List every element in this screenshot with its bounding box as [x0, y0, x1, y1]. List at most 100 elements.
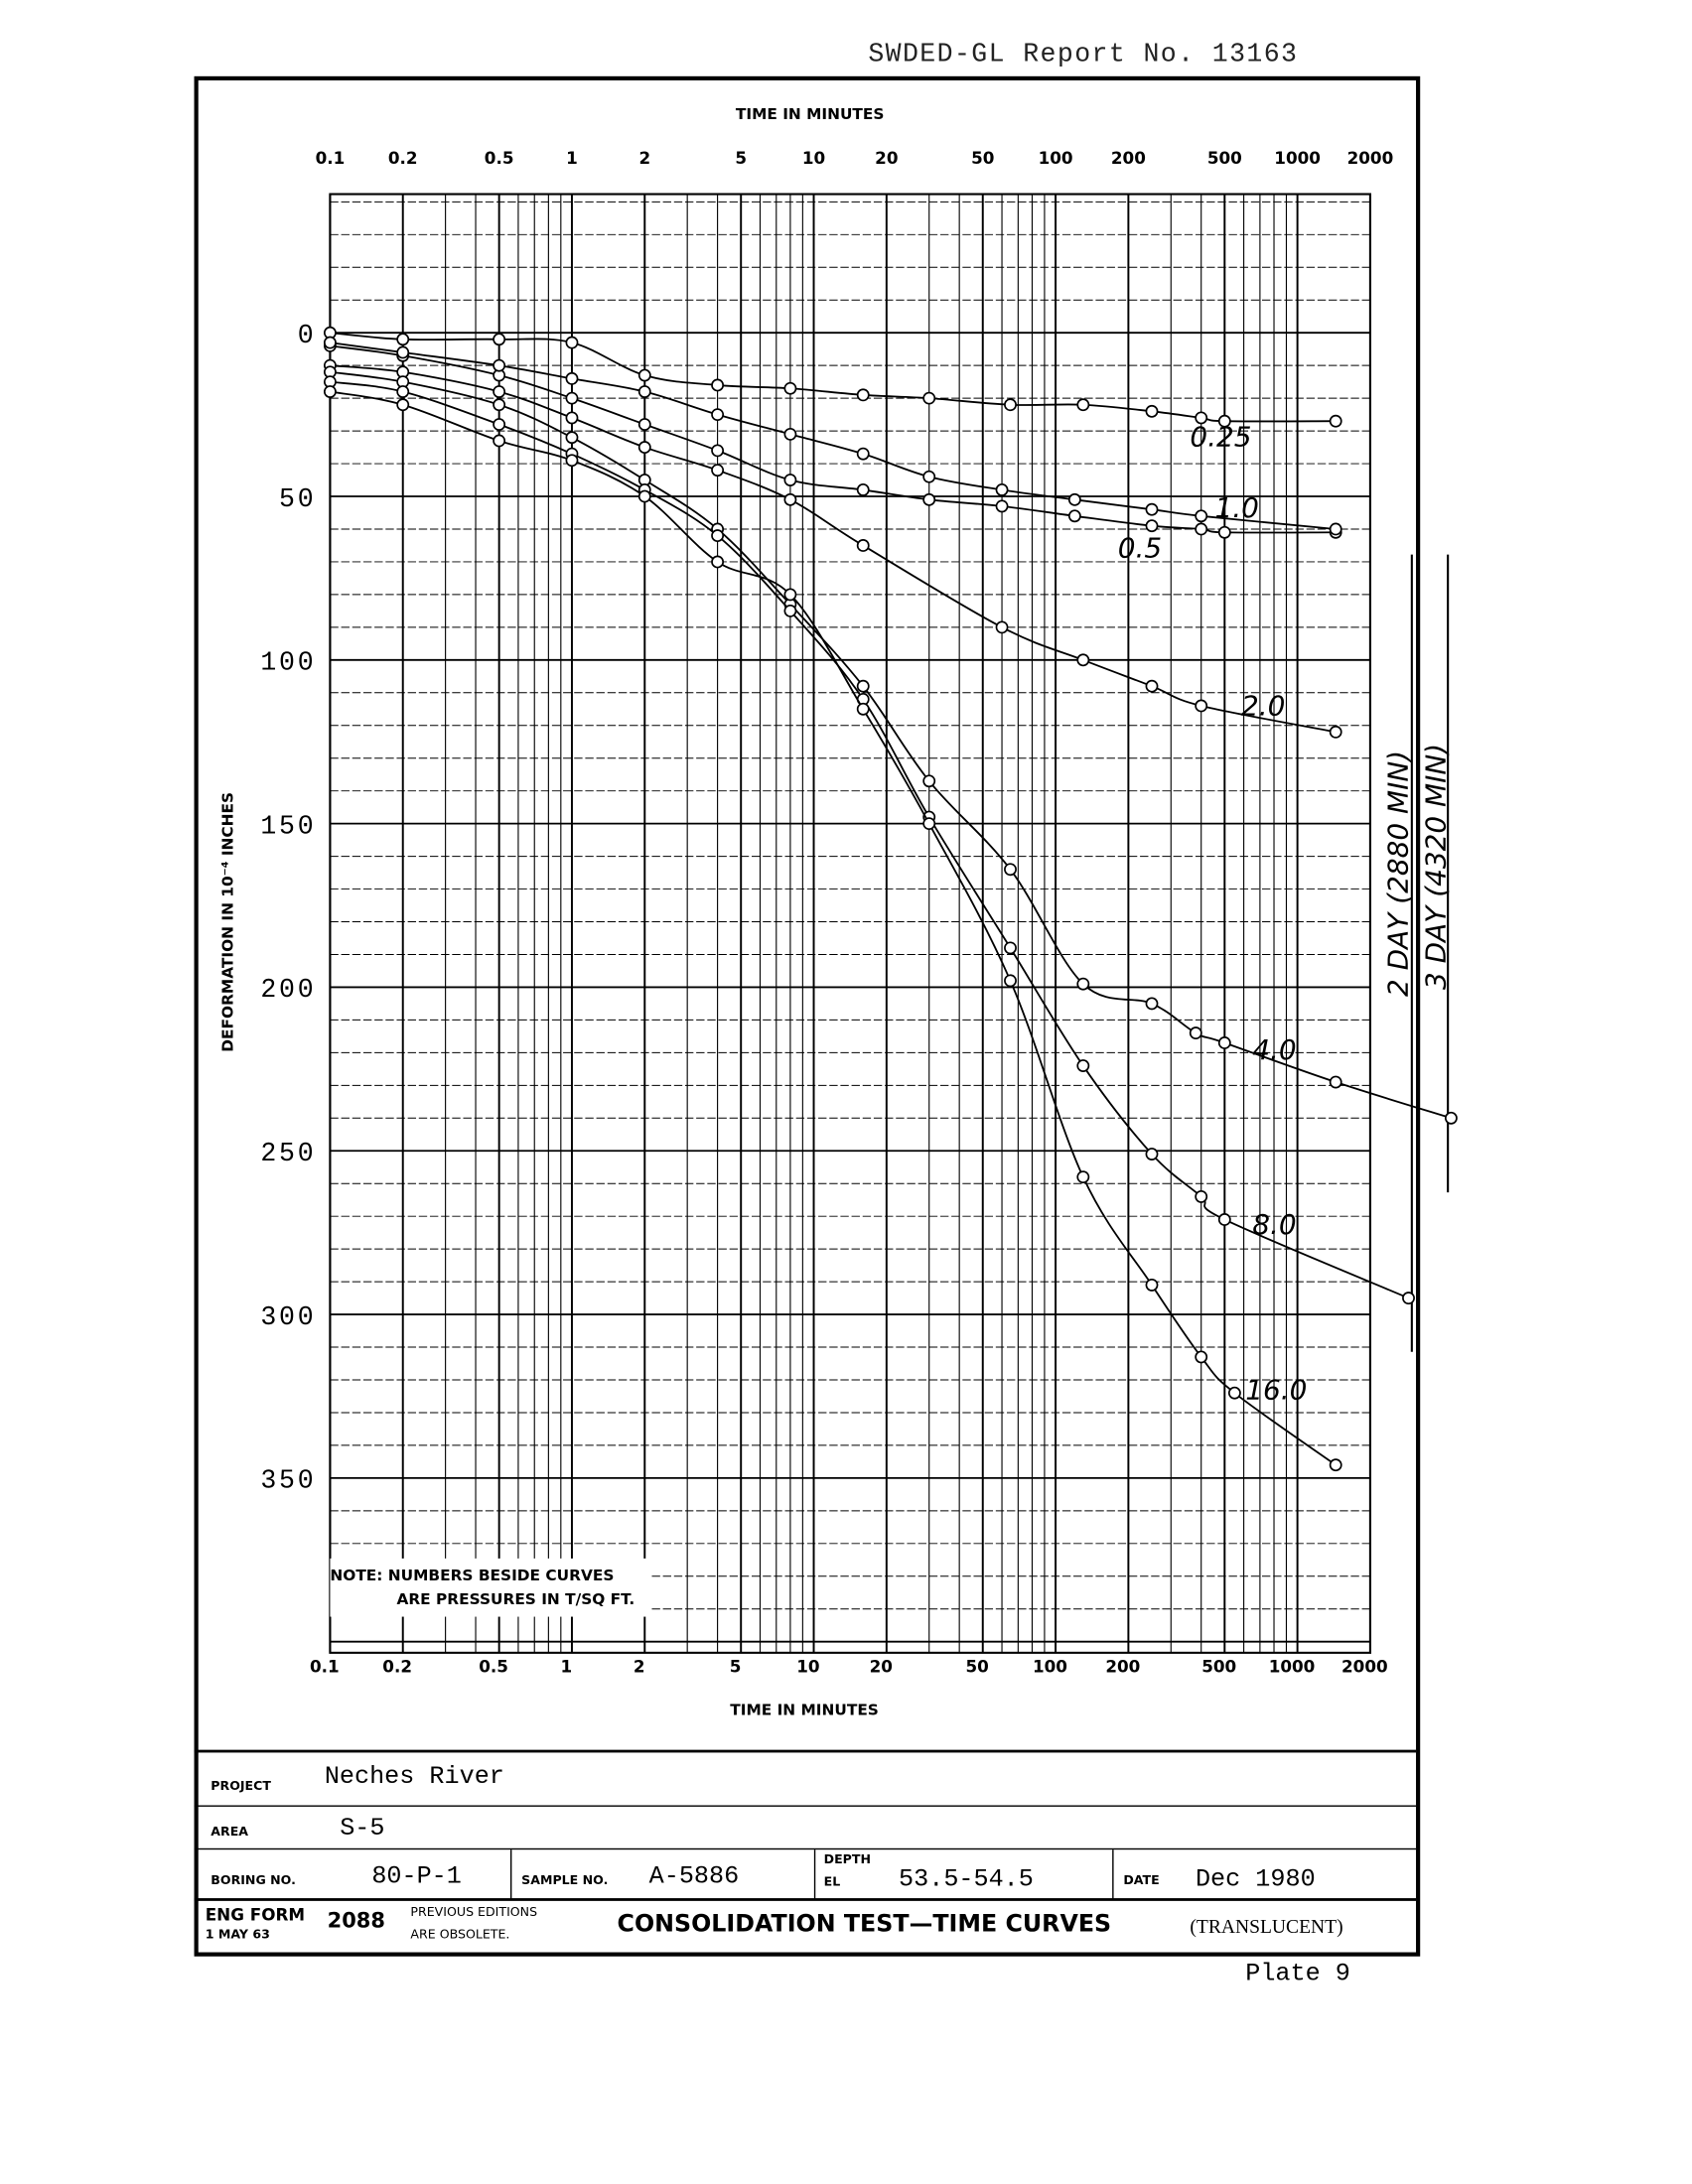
form-date: 1 MAY 63 [205, 1928, 270, 1943]
data-point-1.0 [323, 336, 337, 349]
area-value: S-5 [340, 1815, 385, 1843]
data-point-4.0 [922, 774, 936, 788]
x-tick-label-top: 1 [566, 148, 578, 168]
curve-label-16.0: 16.0 [1245, 1373, 1307, 1406]
data-point-0.25 [1195, 411, 1208, 425]
data-point-2.0 [637, 441, 651, 455]
data-point-8.0 [711, 529, 725, 542]
three-day-annotation: 3 DAY (4320 MIN) [1419, 744, 1452, 990]
y-tick-label: 0 [298, 321, 317, 350]
curve-label-4.0: 4.0 [1252, 1033, 1296, 1066]
data-point-4.0 [1145, 997, 1159, 1011]
el-label: EL [823, 1875, 841, 1890]
data-point-1.0 [1145, 502, 1159, 516]
x-tick-label-bottom: 0.2 [382, 1656, 412, 1676]
data-point-0.25 [396, 333, 410, 346]
data-point-2.0 [493, 385, 506, 398]
x-tick-label-bottom: 20 [870, 1656, 893, 1676]
data-point-0.5 [711, 444, 725, 458]
data-point-0.5 [1217, 525, 1231, 539]
plate-number: Plate 9 [1245, 1960, 1350, 1988]
data-point-4.0 [1189, 1026, 1202, 1040]
data-point-1.0 [922, 470, 936, 483]
y-tick-label: 200 [260, 975, 316, 1005]
curve-label-1.0: 1.0 [1215, 491, 1259, 524]
x-tick-label-bottom: 500 [1201, 1656, 1236, 1676]
note-line-1: NOTE: NUMBERS BESIDE CURVES [330, 1567, 614, 1584]
data-point-1.0 [637, 385, 651, 398]
curve-2.0 [330, 364, 1337, 734]
data-point-0.5 [1195, 522, 1208, 536]
x-tick-label-bottom: 50 [966, 1656, 989, 1676]
data-point-0.5 [922, 492, 936, 506]
data-point-8.0 [396, 385, 410, 398]
date-value: Dec 1980 [1195, 1865, 1316, 1894]
date-label: DATE [1123, 1874, 1160, 1889]
data-point-16.0 [1004, 974, 1017, 988]
x-tick-label-bottom: 100 [1033, 1656, 1067, 1676]
data-point-0.25 [1329, 414, 1342, 428]
curve-label-8.0: 8.0 [1252, 1208, 1296, 1241]
curve-0.5 [330, 344, 1337, 534]
data-point-8.0 [1076, 1059, 1090, 1072]
data-point-0.25 [493, 333, 506, 346]
x-tick-label-bottom: 2000 [1341, 1656, 1388, 1676]
data-point-0.25 [783, 381, 797, 395]
data-point-8.0 [1195, 1189, 1208, 1203]
area-row: AREA S-5 [194, 1805, 1417, 1851]
data-point-16.0 [1076, 1170, 1090, 1184]
boring-value: 80-P-1 [371, 1863, 462, 1892]
area-label: AREA [211, 1826, 249, 1841]
x-tick-label-bottom: 0.1 [310, 1656, 340, 1676]
data-point-1.0 [856, 447, 870, 461]
form-title: CONSOLIDATION TEST—TIME CURVES [617, 1910, 1112, 1939]
data-point-2.0 [856, 539, 870, 552]
form-number: 2088 [327, 1907, 385, 1933]
data-point-0.5 [565, 391, 579, 405]
data-point-0.25 [922, 391, 936, 405]
x-tick-label-top: 1000 [1274, 148, 1321, 168]
data-point-1.0 [1067, 492, 1081, 506]
data-point-0.25 [1076, 398, 1090, 412]
data-point-8.0 [1145, 1148, 1159, 1160]
x-tick-label-top: 0.2 [388, 148, 418, 168]
y-axis-title: DEFORMATION IN 10⁻⁴ INCHES [219, 792, 237, 1052]
x-tick-label-top: 2 [638, 148, 650, 168]
data-point-1.0 [565, 371, 579, 385]
data-point-0.5 [1145, 519, 1159, 533]
data-point-16.0 [1145, 1278, 1159, 1292]
data-point-1.0 [1195, 509, 1208, 523]
data-point-1.0 [711, 408, 725, 422]
project-value: Neches River [324, 1763, 504, 1792]
curve-label-0.5: 0.5 [1118, 531, 1162, 564]
sample-value: A-5886 [648, 1863, 740, 1892]
translucent-label: (TRANSLUCENT) [1190, 1917, 1343, 1939]
project-label: PROJECT [211, 1780, 271, 1795]
data-point-16.0 [565, 454, 579, 468]
data-point-16.0 [783, 588, 797, 602]
data-point-0.25 [856, 388, 870, 402]
data-point-1.0 [1329, 522, 1342, 536]
curve-label-2.0: 2.0 [1241, 690, 1285, 723]
curve-4.0 [330, 370, 1452, 1120]
data-point-2.0 [711, 464, 725, 478]
note-line-2: ARE PRESSURES IN T/SQ FT. [396, 1590, 634, 1608]
curve-label-0.25: 0.25 [1190, 421, 1251, 454]
data-point-2.0 [995, 620, 1009, 634]
curve-16.0 [330, 390, 1337, 1466]
data-point-0.25 [637, 368, 651, 382]
y-tick-label: 350 [260, 1466, 316, 1496]
boring-row: BORING NO. 80-P-1 SAMPLE NO. A-5886 DEPT… [194, 1847, 1417, 1900]
data-point-8.0 [493, 418, 506, 431]
data-point-4.0 [565, 431, 579, 445]
data-point-16.0 [1227, 1386, 1241, 1400]
curve-0.25 [330, 332, 1337, 423]
data-point-8.0 [1402, 1292, 1415, 1305]
data-point-4.0 [1444, 1111, 1458, 1125]
data-point-1.0 [493, 358, 506, 372]
are-obsolete: ARE OBSOLETE. [410, 1928, 510, 1943]
project-row: PROJECT Neches River [194, 1749, 1417, 1809]
data-point-0.5 [856, 483, 870, 496]
x-tick-label-top: 0.1 [316, 148, 346, 168]
